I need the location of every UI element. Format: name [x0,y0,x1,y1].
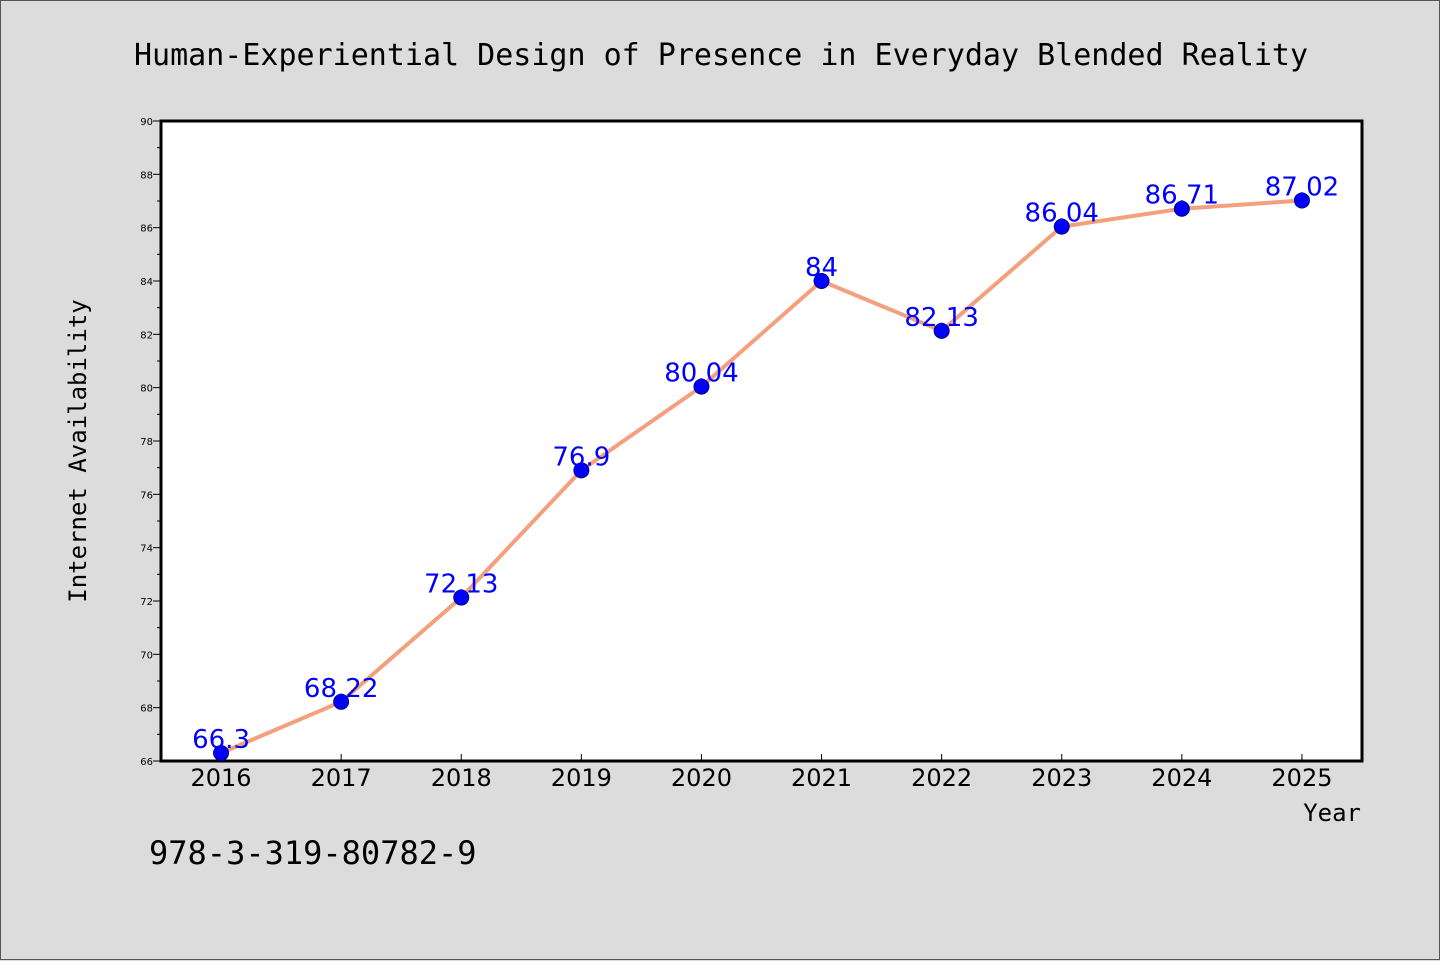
data-point-label: 76.9 [552,442,610,472]
isbn-text: 978-3-319-80782-9 [149,834,477,872]
x-tick-label: 2019 [551,764,612,792]
series-group: 66.3 68.22 72.13 76.9 80.04 84 82.13 86.04 86.71… [192,172,1339,761]
series-line [219,198,1304,755]
y-tick-label: 70 [140,650,153,661]
data-point-label: 87.02 [1265,172,1339,202]
y-tick-label: 86 [140,224,153,235]
data-point-marker [573,462,590,479]
data-point-marker [213,745,230,761]
x-tick-label: 2018 [431,764,492,792]
data-point-marker [933,322,950,339]
x-tick-label: 2022 [911,764,972,792]
data-point-marker [1173,200,1190,217]
x-tick-label: 2016 [191,764,252,792]
data-point-marker [453,589,470,606]
x-tick-label: 2024 [1151,764,1212,792]
y-axis: 66 68 70 72 74 76 78 80 82 84 86 88 90 [140,117,161,768]
y-axis-label: Internet Availability [64,299,92,602]
data-point-marker [333,693,350,710]
y-tick-label: 74 [140,544,153,555]
y-tick-label: 82 [140,330,153,341]
plot-area [159,119,1364,763]
data-point-label: 66.3 [192,725,250,755]
x-tick-label: 2025 [1271,764,1332,792]
y-tick-label: 78 [140,437,153,448]
data-point-marker [693,378,710,395]
y-tick-label: 80 [140,384,153,395]
x-axis: 2016 2017 2018 2019 2020 2021 2022 2023 2024 2025 [191,754,1332,792]
x-tick-label: 2017 [311,764,372,792]
data-point-label: 80.04 [664,359,738,389]
data-point-marker [813,273,830,289]
data-point-label: 86.71 [1145,181,1219,211]
data-point-label: 86.04 [1025,199,1099,229]
y-tick-label: 88 [140,170,153,181]
x-tick-label: 2021 [791,764,852,792]
data-point-label: 82.13 [904,303,978,333]
y-tick-label: 68 [140,704,153,715]
data-point-marker [1293,192,1310,209]
x-tick-label: 2020 [671,764,732,792]
x-tick-label: 2023 [1031,764,1092,792]
y-tick-label: 66 [140,757,153,768]
data-point-label: 84 [805,253,838,283]
data-point-label: 68.22 [304,674,378,704]
x-axis-label: Year [1303,799,1361,827]
y-tick-label: 76 [140,490,153,501]
y-tick-label: 84 [140,277,153,288]
data-point-marker [1053,218,1070,235]
chart-title: Human-Experiential Design of Presence in… [134,38,1308,73]
y-tick-label: 90 [140,117,153,128]
data-point-label: 72.13 [424,570,498,600]
y-tick-label: 72 [140,597,153,608]
